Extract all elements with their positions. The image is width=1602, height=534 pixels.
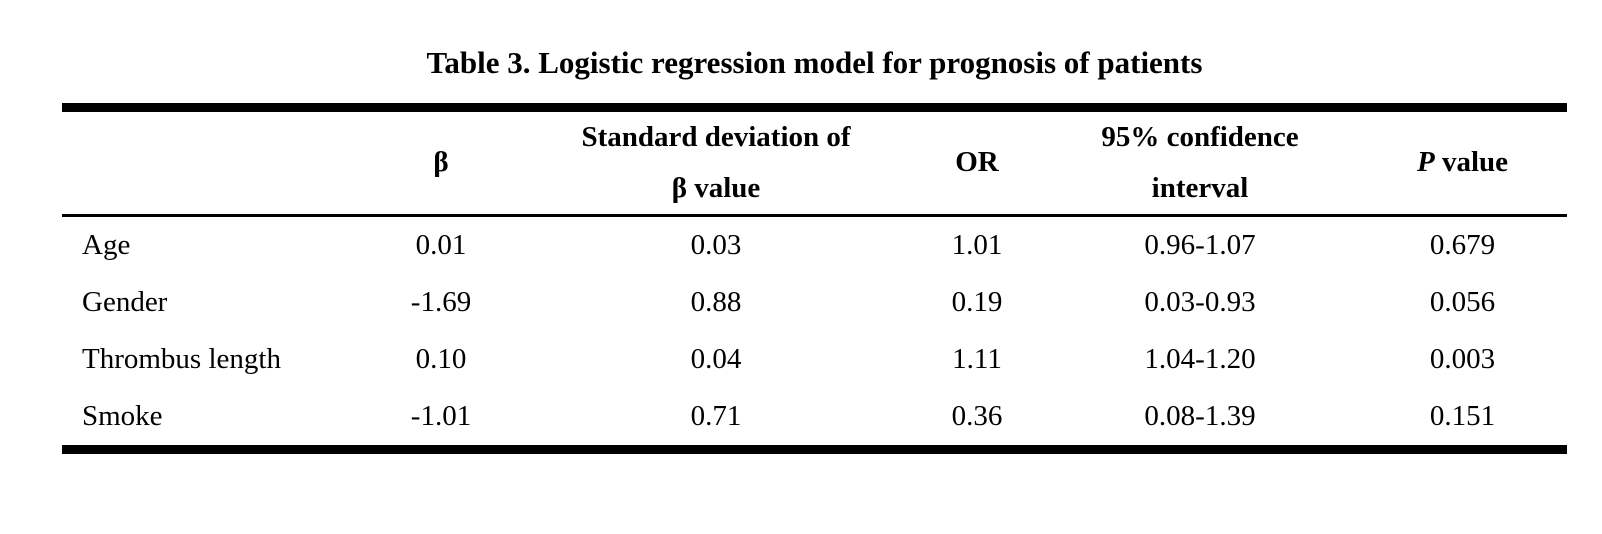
header-standard-deviation: Standard deviation of β value: [520, 107, 912, 217]
p-cell: 0.151: [1429, 399, 1496, 432]
row-label: Thrombus length: [82, 342, 281, 375]
or-cell: 0.19: [951, 285, 1003, 318]
p-cell: 0.679: [1429, 228, 1496, 261]
table-header: β Standard deviation of β value OR 95% c…: [62, 107, 1567, 217]
table-body: Age 0.01 0.03 1.01 0.96-1.07 0.679 Gende…: [62, 215, 1567, 449]
table-row: Gender -1.69 0.88 0.19 0.03-0.93 0.056: [62, 274, 1567, 331]
or-cell: 0.36: [951, 399, 1003, 432]
ci-cell: 0.08-1.39: [1144, 399, 1256, 432]
sd-cell: 0.03: [690, 228, 742, 261]
table-title: Table 3. Logistic regression model for p…: [426, 45, 1203, 80]
sd-cell: 0.71: [690, 399, 742, 432]
header-p-italic: P: [1416, 146, 1435, 179]
header-p-rest: value: [1441, 146, 1509, 179]
or-cell: 1.01: [951, 228, 1003, 261]
header-variable: [62, 107, 362, 217]
beta-cell: -1.01: [410, 399, 472, 432]
sd-cell: 0.04: [690, 342, 742, 375]
table-row: Age 0.01 0.03 1.01 0.96-1.07 0.679: [62, 215, 1567, 274]
regression-table: β Standard deviation of β value OR 95% c…: [62, 103, 1567, 454]
header-sd-line1: Standard deviation of: [581, 121, 851, 153]
row-label: Smoke: [82, 399, 163, 432]
header-beta: β: [362, 107, 520, 217]
ci-cell: 0.03-0.93: [1144, 285, 1256, 318]
header-ci-line2: interval: [1151, 171, 1249, 204]
table-row: Thrombus length 0.10 0.04 1.11 1.04-1.20…: [62, 331, 1567, 388]
table-row: Smoke -1.01 0.71 0.36 0.08-1.39 0.151: [62, 388, 1567, 450]
sd-cell: 0.88: [690, 285, 742, 318]
beta-cell: -1.69: [410, 285, 472, 318]
beta-cell: 0.01: [415, 228, 467, 261]
header-p-value: P value: [1358, 107, 1567, 217]
p-cell: 0.003: [1429, 342, 1496, 375]
row-label: Age: [82, 228, 131, 261]
header-or: OR: [912, 107, 1042, 217]
ci-cell: 0.96-1.07: [1144, 228, 1256, 261]
header-confidence-interval: 95% confidence interval: [1042, 107, 1358, 217]
header-ci-line1: 95% confidence: [1101, 121, 1299, 153]
p-cell: 0.056: [1429, 285, 1496, 318]
header-sd-line2: β value: [671, 171, 761, 204]
beta-cell: 0.10: [415, 342, 467, 375]
ci-cell: 1.04-1.20: [1144, 342, 1256, 375]
header-row: β Standard deviation of β value OR 95% c…: [62, 107, 1567, 217]
row-label: Gender: [82, 285, 168, 318]
or-cell: 1.11: [952, 342, 1002, 375]
